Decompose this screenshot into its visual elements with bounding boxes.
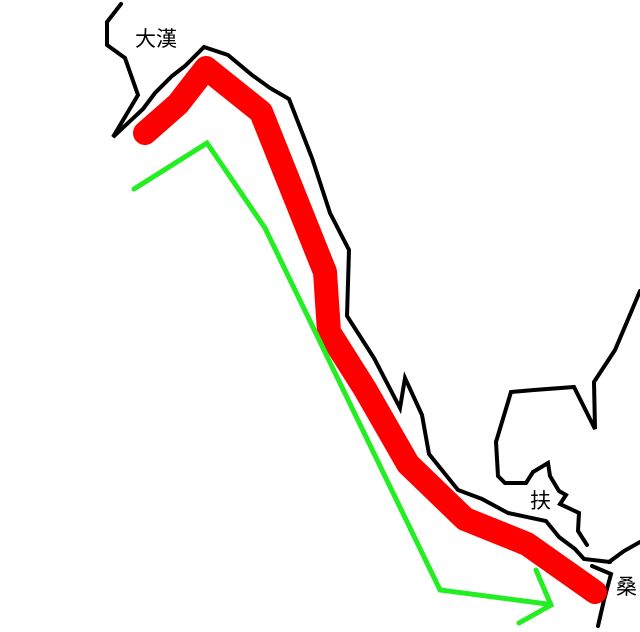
coastline-sang-south — [590, 564, 614, 628]
label-dahan: 大漢 — [135, 27, 177, 51]
coastline-sang — [607, 540, 640, 564]
label-fu: 扶 — [530, 489, 551, 513]
coastline-fu-north — [494, 289, 640, 444]
coastline-dahan — [105, 2, 612, 564]
label-sang: 桑 — [616, 575, 637, 599]
green-route — [131, 139, 550, 607]
arrowhead-icon — [516, 567, 555, 626]
coastline-fu — [494, 440, 589, 547]
red-route — [133, 56, 607, 604]
